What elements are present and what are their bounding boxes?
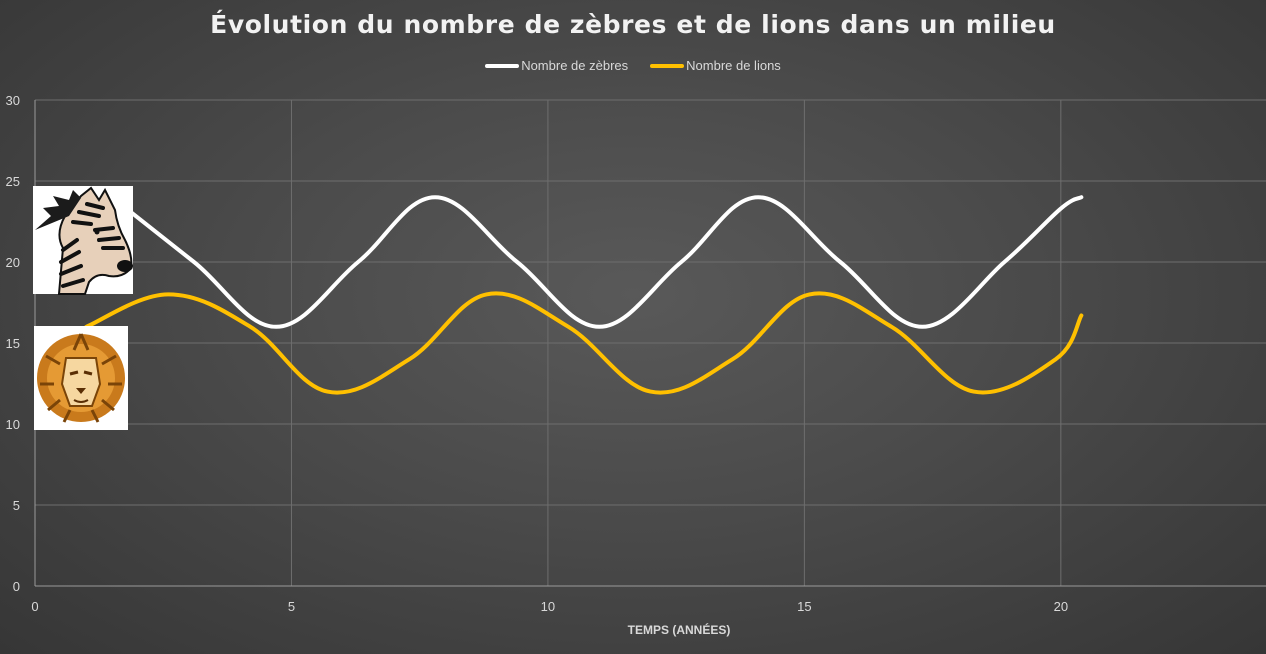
x-axis-label: TEMPS (ANNÉES) [628, 622, 731, 637]
y-tick-label: 5 [13, 498, 20, 513]
legend-label-zebras: Nombre de zèbres [521, 58, 629, 73]
legend-label-lions: Nombre de lions [686, 58, 781, 73]
legend-swatch-zebras [485, 63, 520, 68]
grid [35, 99, 1266, 586]
legend-item-lions: Nombre de lions [650, 58, 781, 73]
lion-image [34, 326, 128, 430]
x-tick-label: 15 [797, 599, 811, 614]
x-tick-label: 10 [541, 599, 555, 614]
y-tick-label: 15 [6, 336, 20, 351]
series-line-zebras [109, 195, 1084, 329]
legend-item-zebras: Nombre de zèbres [485, 58, 628, 73]
legend: Nombre de zèbres Nombre de lions [0, 58, 1266, 73]
series-lines [84, 195, 1084, 395]
x-tick-label: 0 [31, 599, 38, 614]
axes: 0 5 10 15 20 25 30 0 5 10 15 20 [6, 93, 1266, 614]
y-tick-label: 10 [6, 417, 20, 432]
zebra-image [33, 186, 133, 295]
x-tick-label: 20 [1054, 599, 1068, 614]
y-tick-label: 20 [6, 255, 20, 270]
y-tick-label: 0 [13, 579, 20, 594]
chart-title: Évolution du nombre de zèbres et de lion… [210, 10, 1056, 39]
y-tick-label: 30 [6, 93, 20, 108]
y-tick-label: 25 [6, 174, 20, 189]
x-tick-label: 5 [288, 599, 295, 614]
legend-swatch-lions [650, 63, 685, 68]
series-line-lions [84, 291, 1084, 395]
